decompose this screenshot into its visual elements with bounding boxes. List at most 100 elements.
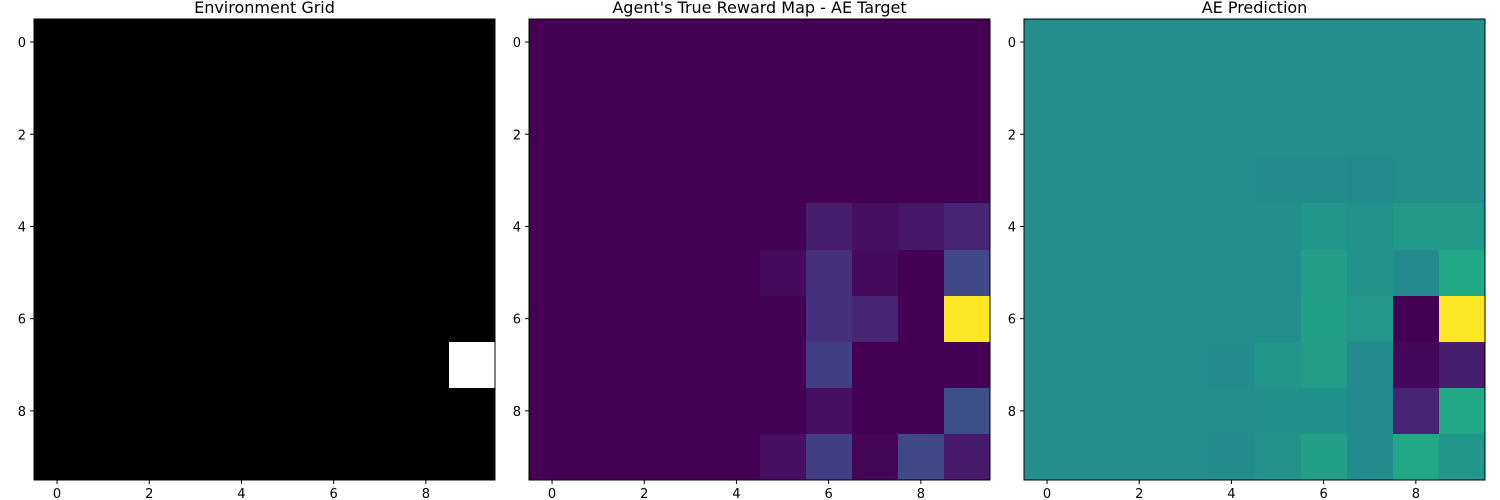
heatmap-cell [621, 157, 668, 204]
heatmap-cell [1393, 65, 1440, 112]
heatmap-cell [1347, 19, 1394, 66]
heatmap-cell [357, 296, 404, 343]
y-tick-label: 0 [513, 36, 521, 51]
heatmap-cell [1439, 65, 1486, 112]
heatmap-cell [1070, 388, 1117, 435]
heatmap-cell [621, 111, 668, 158]
heatmap-cell [1208, 388, 1256, 435]
x-tick-label: 0 [1043, 487, 1051, 500]
heatmap-cell [1393, 157, 1440, 204]
heatmap-cell [34, 434, 81, 481]
heatmap-cell [667, 203, 714, 251]
heatmap-cell [806, 203, 853, 251]
heatmap-cell [575, 65, 622, 112]
heatmap-cell [1024, 250, 1071, 297]
heatmap-cell [944, 19, 991, 66]
heatmap-cell [265, 111, 312, 158]
x-tick-label: 0 [53, 487, 61, 500]
heatmap-cell [1024, 19, 1071, 66]
heatmap-cell [529, 388, 576, 435]
heatmap-cell [1301, 434, 1348, 481]
heatmap-cell [1116, 342, 1163, 389]
heatmap-cell [1024, 388, 1071, 435]
heatmap-cell [265, 19, 312, 66]
x-tick-label: 2 [1135, 487, 1143, 500]
heatmap-cell [621, 296, 668, 343]
heatmap-cell [34, 250, 81, 297]
x-tick-label: 8 [917, 487, 925, 500]
heatmap-cell [449, 250, 496, 297]
heatmap-cell [806, 388, 853, 435]
heatmap-cell [898, 342, 945, 389]
heatmap-cell [403, 342, 450, 389]
heatmap-cell [218, 19, 266, 66]
heatmap-panel-3: AE Prediction 0 2 4 6 8 0 2 4 6 8 [1008, 0, 1486, 500]
chart-title: Agent's True Reward Map - AE Target [612, 0, 906, 17]
heatmap-cell [575, 342, 622, 389]
heatmap-cell [898, 65, 945, 112]
heatmap-cell [265, 342, 312, 389]
heatmap-cell [713, 157, 761, 204]
heatmap-cell [1347, 434, 1394, 481]
heatmap-panel-1: Environment Grid 0 2 4 6 8 0 2 4 6 8 [18, 0, 496, 500]
heatmap-cell [575, 296, 622, 343]
heatmap-cell [1162, 250, 1209, 297]
axes-frame [1023, 18, 1486, 481]
heatmap-cell [852, 342, 899, 389]
axes-frame [33, 18, 496, 481]
y-tick-label: 2 [18, 128, 26, 143]
heatmap-cell [403, 157, 450, 204]
heatmap-cell [760, 434, 807, 481]
y-tick-label: 8 [18, 405, 26, 420]
y-tick-label: 8 [513, 405, 521, 420]
heatmap-cell [172, 157, 219, 204]
heatmap-cell [357, 157, 404, 204]
y-tick-label: 0 [18, 36, 26, 51]
heatmap-cell [1070, 250, 1117, 297]
y-tick-label: 4 [1008, 220, 1016, 235]
x-tick-label: 8 [1412, 487, 1420, 500]
heatmap-cell [1024, 65, 1071, 112]
heatmap-cell [1208, 296, 1256, 343]
heatmap-cell [449, 296, 496, 343]
heatmap-cell [1024, 157, 1071, 204]
y-tick-label: 6 [1008, 313, 1016, 328]
heatmap-cell [806, 250, 853, 297]
heatmap-cell [172, 388, 219, 435]
heatmap-cell [80, 203, 127, 251]
heatmap-cell [898, 19, 945, 66]
heatmap-cell [667, 19, 714, 66]
heatmap-panel-2: Agent's True Reward Map - AE Target 0 2 4 6 8… [513, 0, 991, 500]
heatmap-cell [944, 342, 991, 389]
heatmap-cell [667, 296, 714, 343]
heatmap-cell [1255, 250, 1302, 297]
heatmap-cell [1162, 157, 1209, 204]
heatmap-cell [944, 65, 991, 112]
heatmap-cell [621, 19, 668, 66]
heatmap-cell [1439, 111, 1486, 158]
heatmap-cell [126, 203, 173, 251]
heatmap-cell [1162, 203, 1209, 251]
heatmap-cell [449, 342, 496, 389]
heatmap-cell [218, 111, 266, 158]
heatmap-cell [667, 157, 714, 204]
heatmap-cell [760, 65, 807, 112]
x-tick-label: 6 [1320, 487, 1328, 500]
heatmap-cell [898, 388, 945, 435]
heatmap-cell [944, 157, 991, 204]
heatmap-cell [80, 342, 127, 389]
heatmap-cell [311, 388, 358, 435]
x-tick-label: 6 [825, 487, 833, 500]
heatmap-cell [1347, 342, 1394, 389]
heatmap-cell [944, 296, 991, 343]
heatmap-cell [357, 65, 404, 112]
heatmap-cell [713, 19, 761, 66]
heatmap-cell [1070, 342, 1117, 389]
heatmap-cell [1301, 388, 1348, 435]
heatmap-cell [126, 388, 173, 435]
heatmap-cell [1439, 296, 1486, 343]
heatmap-cell [1116, 434, 1163, 481]
heatmap-cell [218, 203, 266, 251]
heatmap-cell [806, 434, 853, 481]
heatmap-cell [806, 342, 853, 389]
